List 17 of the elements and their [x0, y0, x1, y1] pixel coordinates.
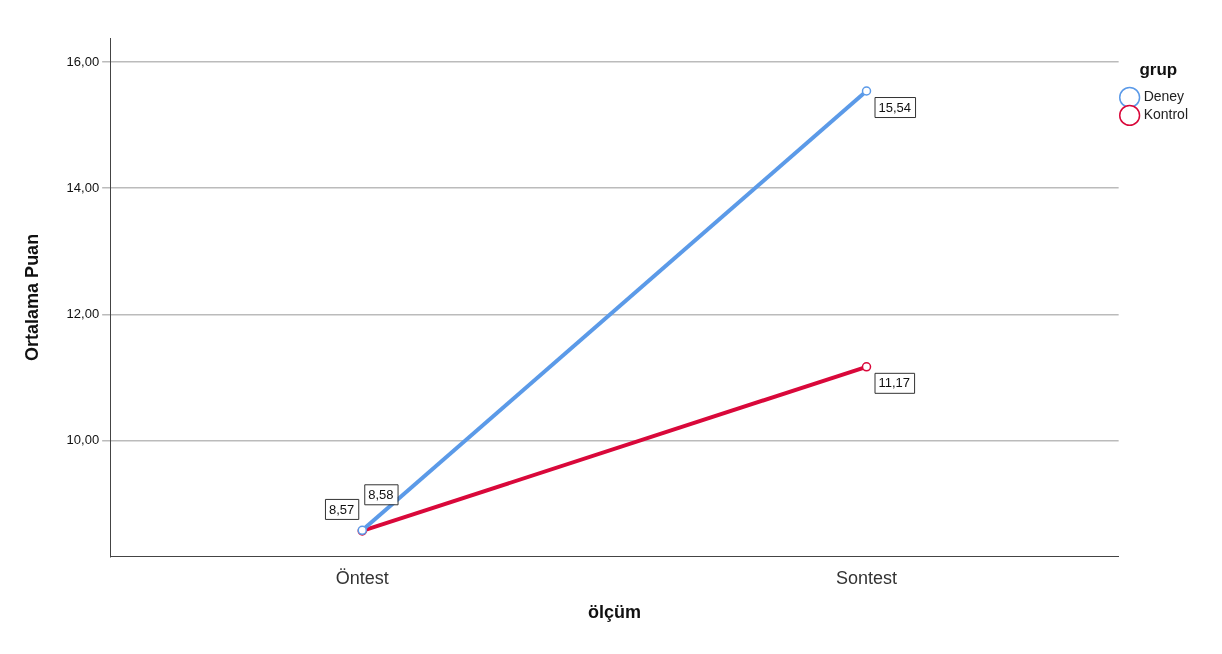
y-tick-label: 12,00	[66, 306, 100, 322]
y-tick-label: 16,00	[66, 53, 100, 69]
x-tick-label: Sontest	[835, 567, 898, 588]
legend-label: Deney	[1143, 88, 1185, 105]
point	[861, 86, 872, 96]
y-tick-label: 10,00	[66, 432, 100, 448]
data-label: 8,57	[328, 501, 355, 517]
data-label: 8,58	[368, 486, 394, 502]
x-axis-title: ölçüm	[587, 602, 641, 623]
data-label: 15,54	[878, 99, 912, 115]
data-label: 11,17	[878, 375, 911, 391]
x-tick-label: Öntest	[335, 567, 389, 588]
legend-label: Kontrol	[1143, 106, 1188, 123]
y-tick-label: 14,00	[66, 179, 100, 195]
y-axis-title: Ortalama Puan	[21, 233, 42, 361]
point	[861, 362, 872, 372]
legend-title: grup	[1139, 60, 1178, 80]
